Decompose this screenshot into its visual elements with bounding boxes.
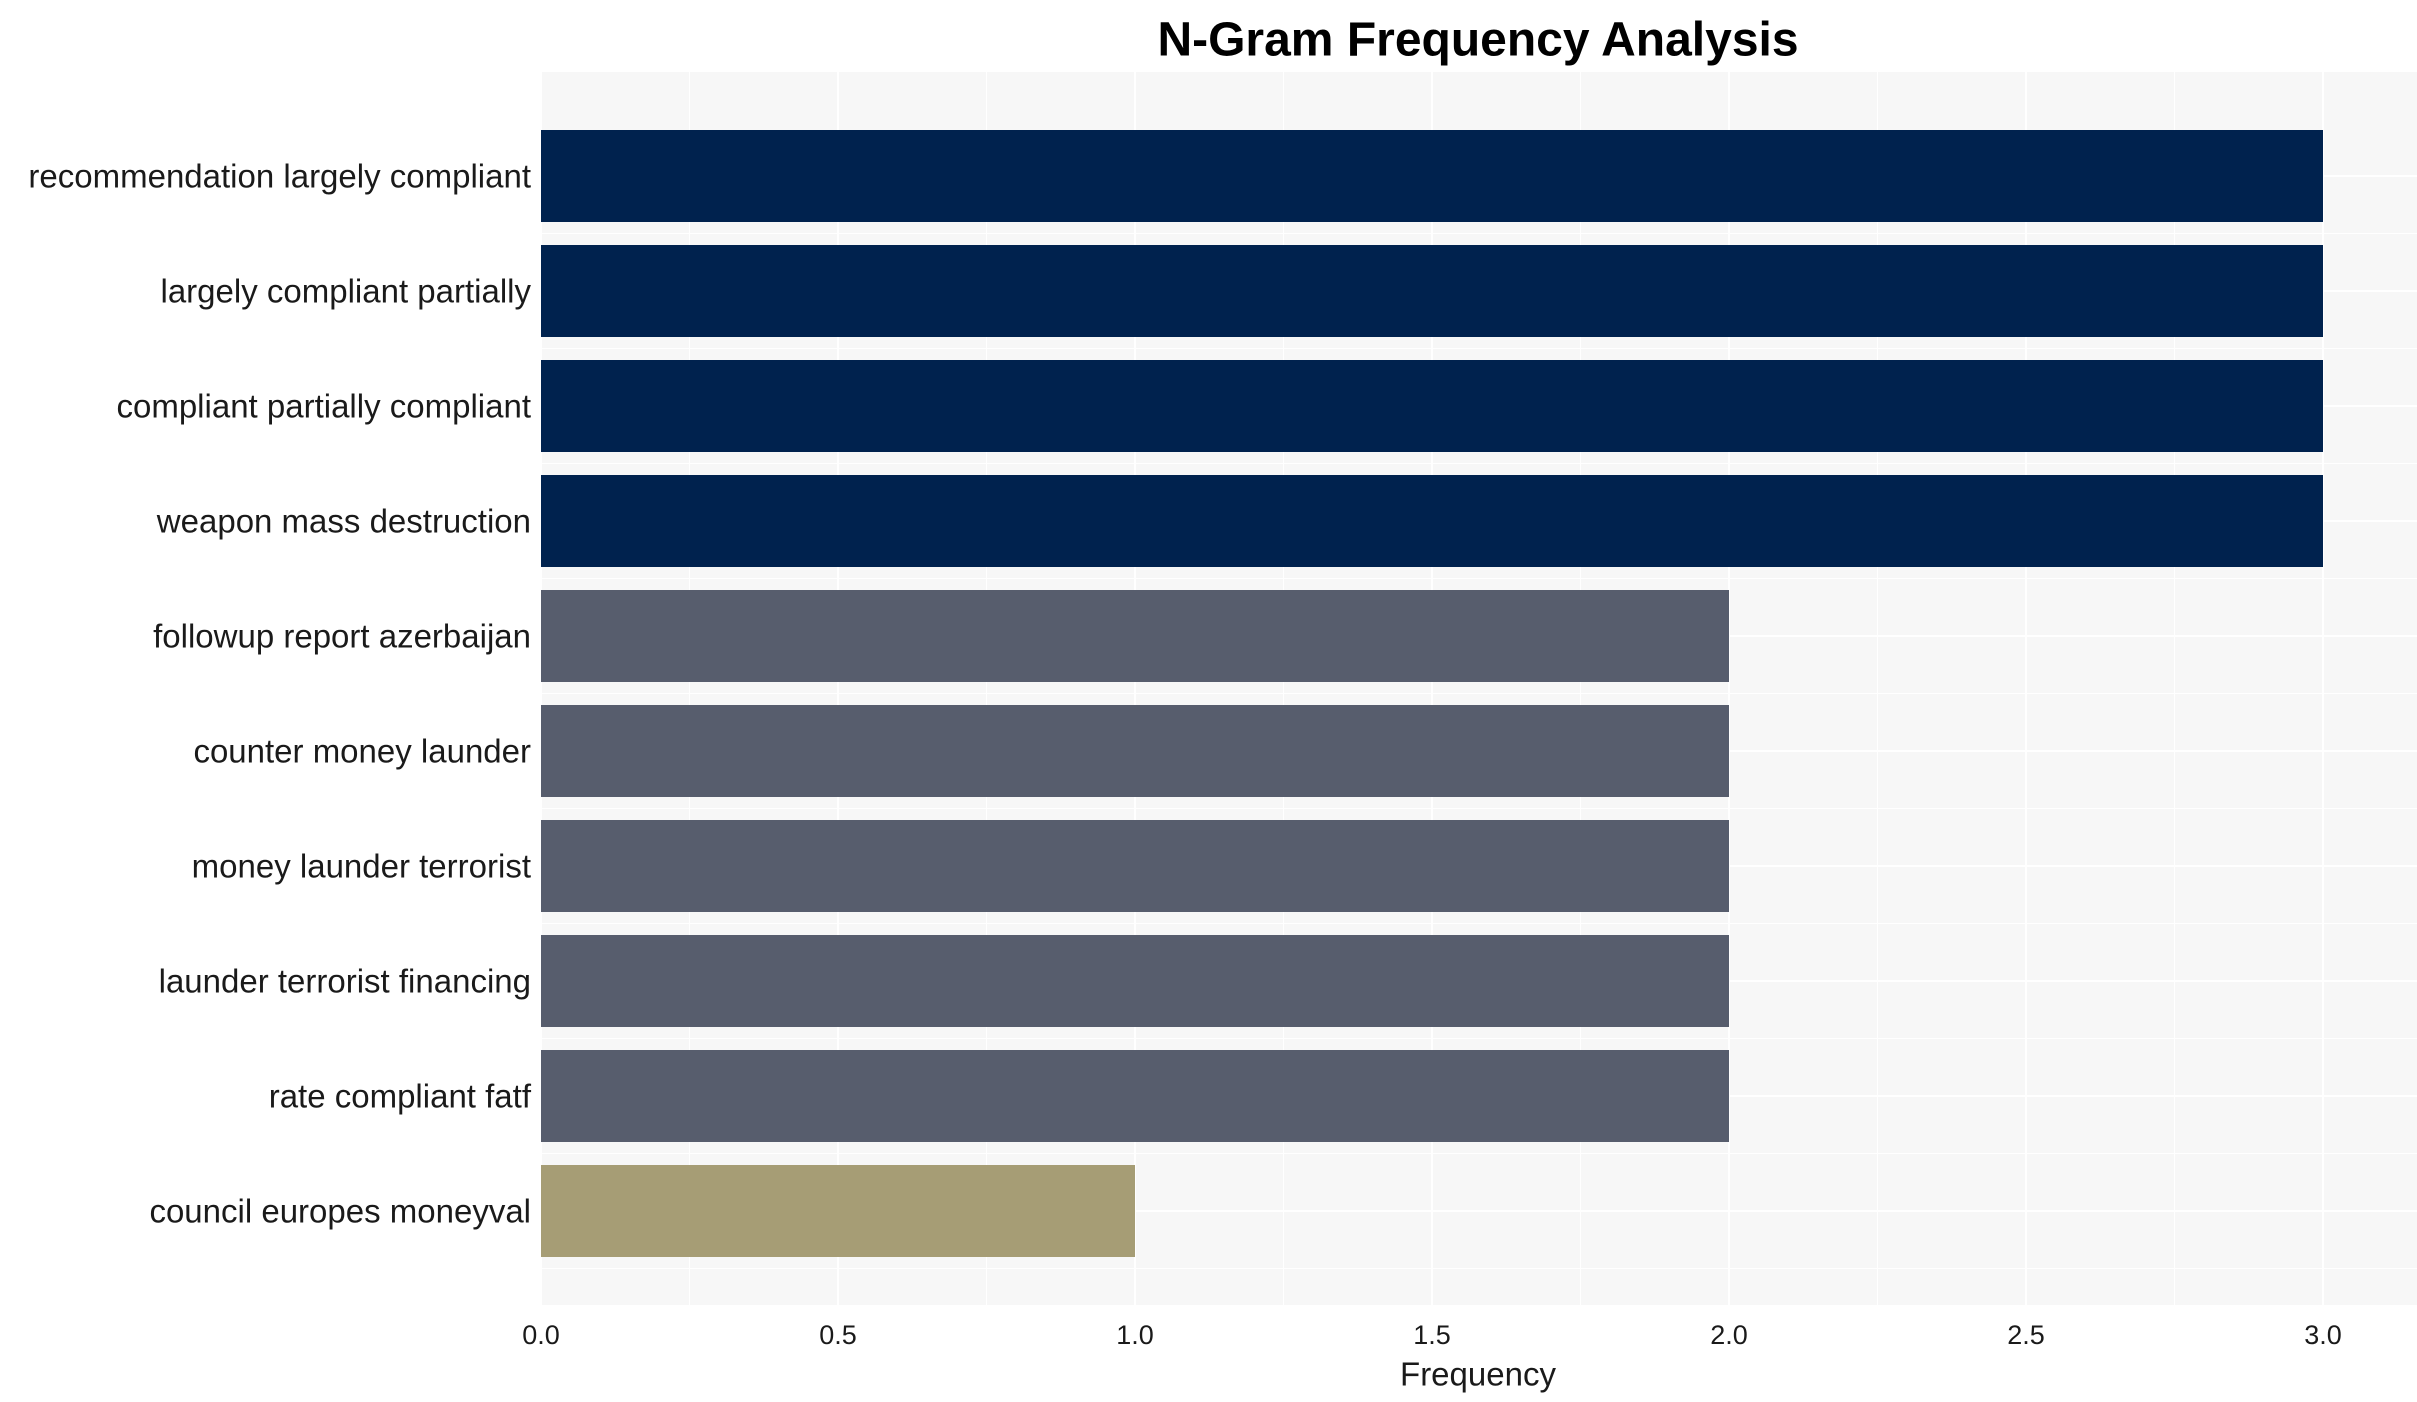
category-label: launder terrorist financing <box>159 963 531 1000</box>
bar-9 <box>541 1050 1729 1142</box>
bar-6 <box>541 705 1729 797</box>
bar-7 <box>541 820 1729 912</box>
x-tick-label: 0.0 <box>522 1320 560 1350</box>
category-label: recommendation largely compliant <box>28 158 531 195</box>
bar-2 <box>541 245 2323 337</box>
bar-8 <box>541 935 1729 1027</box>
category-label: money launder terrorist <box>192 848 531 885</box>
category-labels: recommendation largely compliant largely … <box>28 158 531 1230</box>
category-label: council europes moneyval <box>149 1193 531 1230</box>
x-tick-label: 2.5 <box>2007 1320 2045 1350</box>
x-tick-labels: 0.0 0.5 1.0 1.5 2.0 2.5 3.0 <box>522 1320 2342 1350</box>
category-label: counter money launder <box>193 733 531 770</box>
bar-10 <box>541 1165 1135 1257</box>
x-tick-label: 2.0 <box>1710 1320 1748 1350</box>
bar-3 <box>541 360 2323 452</box>
category-label: rate compliant fatf <box>269 1078 532 1115</box>
category-label: largely compliant partially <box>161 273 532 310</box>
x-tick-label: 0.5 <box>819 1320 857 1350</box>
bar-5 <box>541 590 1729 682</box>
chart-title: N-Gram Frequency Analysis <box>1157 14 1798 67</box>
category-label: followup report azerbaijan <box>153 618 531 655</box>
category-label: compliant partially compliant <box>116 388 531 425</box>
x-axis-title: Frequency <box>1400 1356 1556 1393</box>
bars <box>541 130 2323 1257</box>
x-tick-label: 1.5 <box>1413 1320 1451 1350</box>
bar-1 <box>541 130 2323 222</box>
category-label: weapon mass destruction <box>156 503 531 540</box>
x-tick-label: 1.0 <box>1116 1320 1154 1350</box>
bar-4 <box>541 475 2323 567</box>
x-tick-label: 3.0 <box>2304 1320 2342 1350</box>
